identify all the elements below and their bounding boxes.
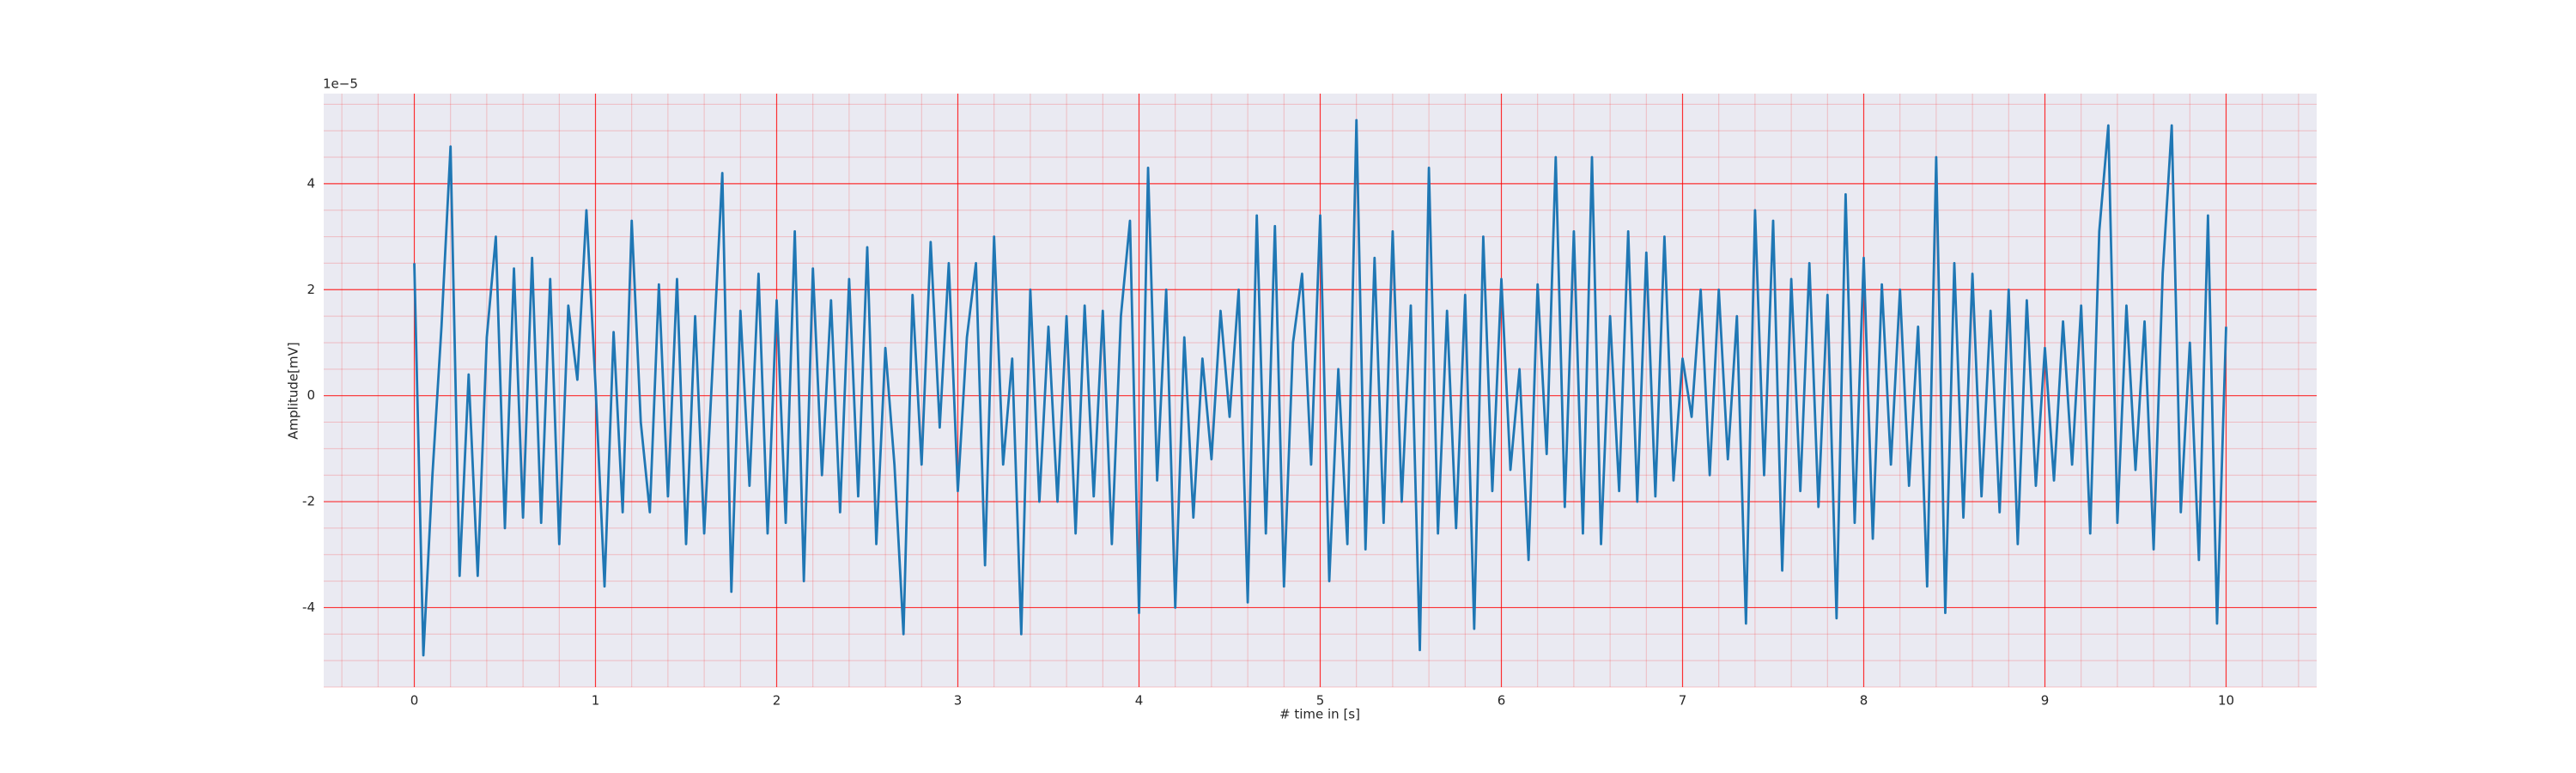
x-tick-label: 9 [2041,693,2050,709]
y-axis-label: Amplitude[mV] [286,342,301,439]
y-tick-label: 4 [307,175,315,191]
x-tick-label: 0 [410,693,419,709]
y-tick-label: 2 [307,282,315,297]
x-tick-label: 8 [1860,693,1868,709]
x-tick-label: 7 [1679,693,1687,709]
plot-area [324,94,2317,688]
x-tick-label: 2 [773,693,781,709]
data-line [413,119,2227,657]
x-tick-label: 6 [1498,693,1506,709]
y-tick-label: -4 [302,600,315,615]
x-tick-label: 5 [1316,693,1325,709]
x-tick-label: 10 [2218,693,2234,709]
y-tick-label: 0 [307,387,315,403]
x-tick-label: 3 [954,693,963,709]
y-offset-label: 1e−5 [323,76,358,92]
x-tick-label: 4 [1135,693,1144,709]
y-tick-label: -2 [302,494,315,509]
x-axis-label: # time in [s] [1279,707,1360,722]
x-tick-label: 1 [592,693,600,709]
